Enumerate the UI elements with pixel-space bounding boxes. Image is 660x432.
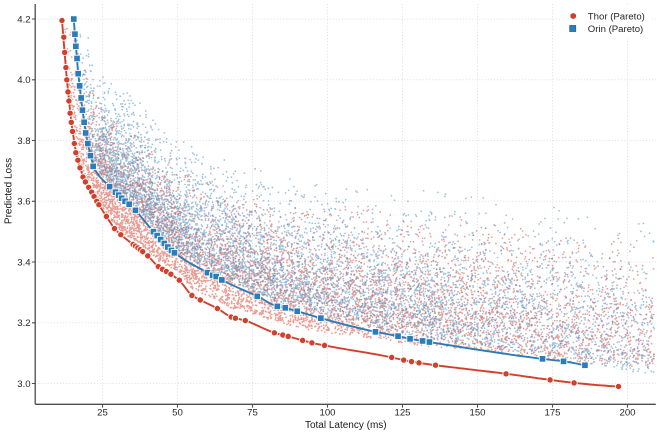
svg-text:125: 125 xyxy=(394,408,410,419)
svg-text:Total Latency (ms): Total Latency (ms) xyxy=(305,420,387,431)
svg-text:4.0: 4.0 xyxy=(17,75,30,86)
svg-text:3.0: 3.0 xyxy=(17,379,30,390)
svg-text:Predicted Loss: Predicted Loss xyxy=(4,158,15,224)
svg-text:200: 200 xyxy=(619,408,635,419)
svg-text:Orin (Pareto): Orin (Pareto) xyxy=(588,24,643,35)
svg-text:150: 150 xyxy=(469,408,485,419)
svg-text:50: 50 xyxy=(172,408,183,419)
svg-text:75: 75 xyxy=(247,408,258,419)
svg-text:3.2: 3.2 xyxy=(17,318,30,329)
svg-text:3.6: 3.6 xyxy=(17,197,30,208)
svg-text:100: 100 xyxy=(319,408,335,419)
svg-text:Thor (Pareto): Thor (Pareto) xyxy=(588,11,645,22)
svg-text:25: 25 xyxy=(97,408,108,419)
svg-text:3.8: 3.8 xyxy=(17,136,30,147)
svg-text:4.2: 4.2 xyxy=(17,14,30,25)
svg-text:3.4: 3.4 xyxy=(17,257,31,268)
svg-text:175: 175 xyxy=(544,408,560,419)
